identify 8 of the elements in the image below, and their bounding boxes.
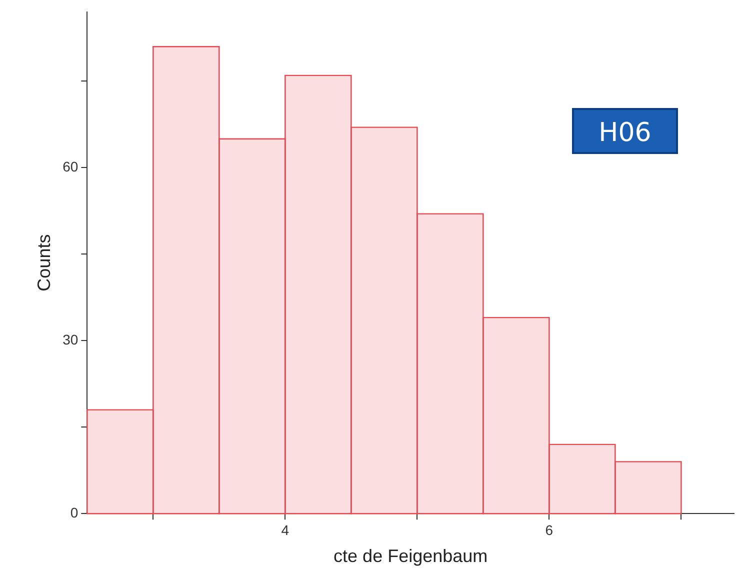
x-axis-title: cte de Feigenbaum: [334, 546, 488, 566]
annotation: H06: [572, 108, 678, 154]
x-tick-label: 6: [545, 522, 554, 538]
y-tick-label: 60: [62, 158, 78, 175]
y-axis-title: Counts: [34, 234, 54, 292]
y-tick-label: 0: [70, 504, 78, 520]
x-tick-label: 4: [281, 522, 290, 538]
y-tick-label: 30: [62, 331, 78, 348]
